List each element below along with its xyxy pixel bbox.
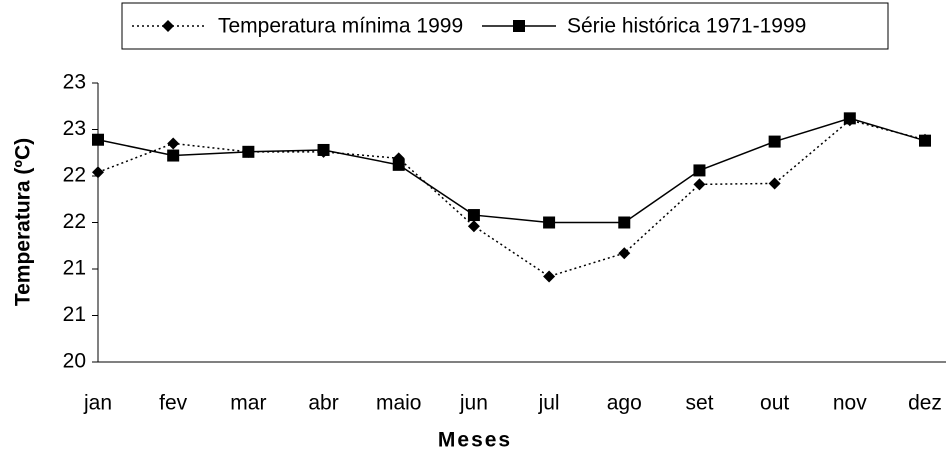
data-point bbox=[242, 145, 255, 158]
data-point bbox=[92, 166, 104, 179]
y-tick-label: 20 bbox=[63, 350, 86, 373]
data-point bbox=[467, 220, 480, 233]
x-tick-label: ago bbox=[607, 392, 642, 415]
data-point bbox=[92, 133, 104, 146]
data-point bbox=[167, 137, 180, 150]
x-tick-label: dez bbox=[908, 392, 942, 415]
x-tick-label: jun bbox=[459, 392, 488, 415]
data-point bbox=[768, 177, 781, 190]
x-tick-label: mar bbox=[230, 392, 266, 415]
x-tick-label: out bbox=[760, 392, 789, 415]
y-tick-label: 22 bbox=[63, 164, 86, 187]
data-point bbox=[618, 247, 631, 260]
y-tick-label: 22 bbox=[63, 210, 86, 233]
data-point bbox=[543, 270, 556, 283]
legend-marker bbox=[162, 20, 174, 32]
y-tick-label: 21 bbox=[63, 257, 86, 280]
x-tick-label: jan bbox=[83, 392, 112, 415]
x-axis-title: Meses bbox=[438, 429, 512, 452]
data-point bbox=[768, 135, 781, 148]
y-axis-title: Temperatura (ºC) bbox=[12, 138, 35, 306]
x-tick-label: jul bbox=[538, 392, 560, 415]
data-point bbox=[167, 149, 180, 162]
x-tick-label: fev bbox=[159, 392, 188, 415]
data-point bbox=[919, 134, 931, 147]
x-tick-label: abr bbox=[308, 392, 338, 415]
data-point bbox=[467, 209, 480, 222]
data-point bbox=[618, 216, 631, 229]
data-point bbox=[543, 216, 556, 229]
series-line bbox=[97, 117, 926, 224]
y-tick-label: 23 bbox=[63, 71, 86, 94]
x-tick-label: maio bbox=[376, 392, 422, 415]
x-tick-label: set bbox=[685, 392, 713, 415]
data-point bbox=[392, 158, 405, 171]
y-tick-label: 23 bbox=[63, 117, 86, 140]
x-tick-label: nov bbox=[833, 392, 867, 415]
series-line bbox=[97, 119, 926, 278]
data-point bbox=[843, 112, 856, 125]
data-point bbox=[693, 164, 706, 177]
legend-marker bbox=[513, 20, 525, 32]
data-point bbox=[317, 143, 330, 156]
legend-label: Temperatura mínima 1999 bbox=[218, 15, 463, 38]
y-tick-label: 21 bbox=[63, 303, 86, 326]
data-point bbox=[693, 178, 706, 191]
legend-label: Série histórica 1971-1999 bbox=[567, 15, 806, 38]
